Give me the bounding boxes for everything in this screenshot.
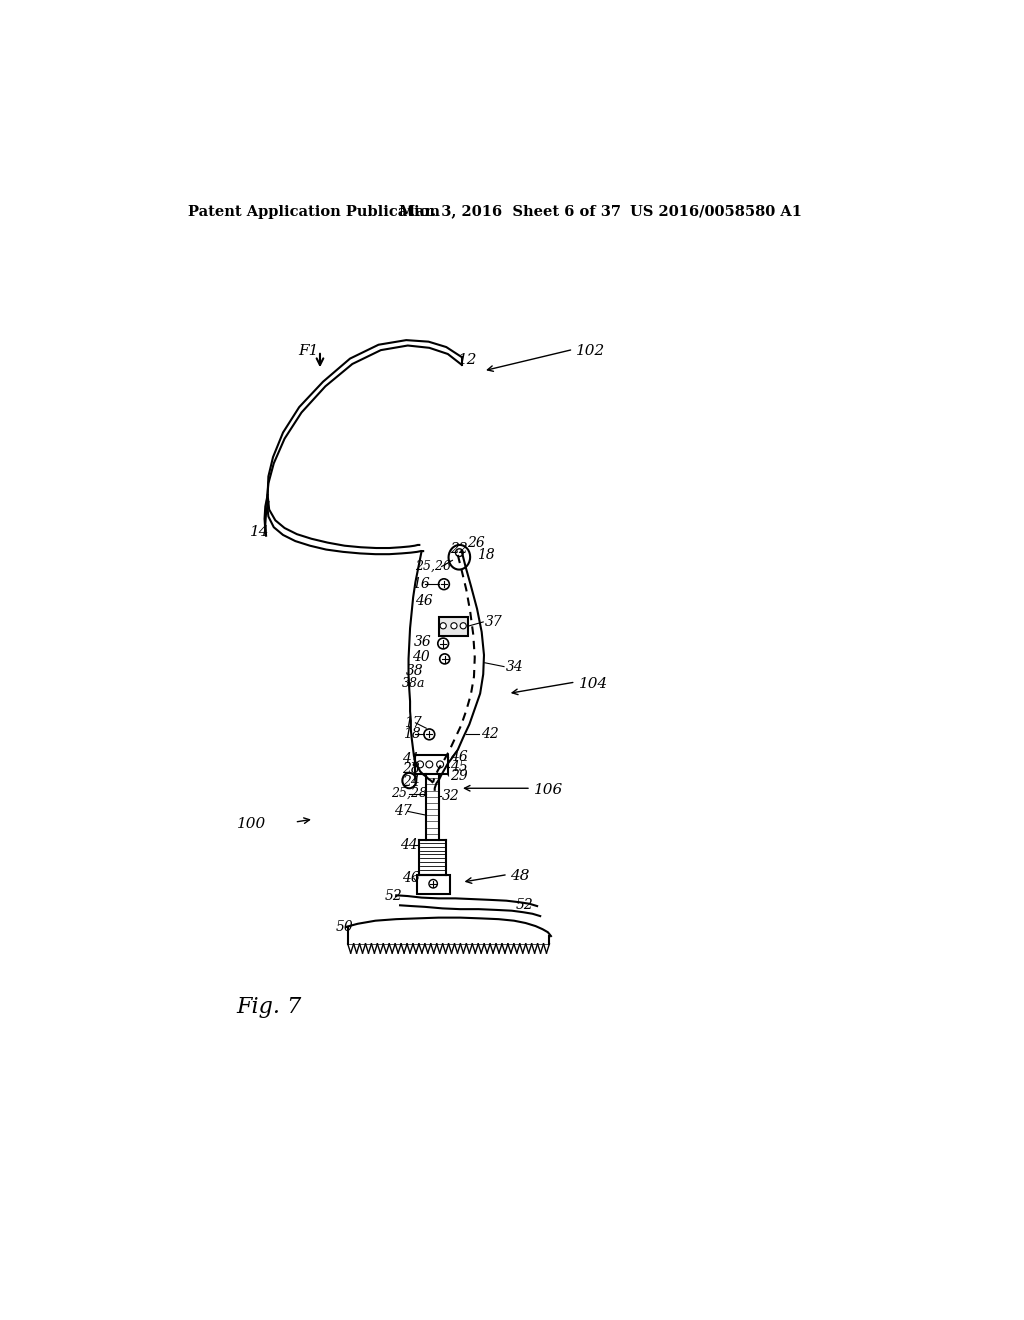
Text: 28: 28 [401,762,420,776]
Text: 36: 36 [414,635,432,649]
Text: 102: 102 [575,345,605,358]
Text: 29: 29 [451,770,468,783]
Text: 48: 48 [510,869,529,883]
Text: 38a: 38a [401,677,425,690]
Text: 37: 37 [484,615,503,628]
Bar [416,755,447,775]
FancyBboxPatch shape [438,616,468,636]
Text: 104: 104 [579,677,608,692]
Text: 46: 46 [416,594,433,609]
Circle shape [417,760,424,768]
Text: 52: 52 [385,890,402,903]
Text: 38: 38 [407,664,424,678]
Text: 17: 17 [403,715,422,730]
Text: 45: 45 [451,760,468,774]
Text: 46: 46 [401,871,420,886]
Text: 32: 32 [441,789,460,803]
Text: 24: 24 [401,775,420,789]
Text: Patent Application Publication: Patent Application Publication [188,205,440,219]
Text: 106: 106 [535,783,563,797]
Text: 100: 100 [237,817,266,832]
Circle shape [439,653,450,664]
Circle shape [429,879,437,888]
Text: F1: F1 [298,345,318,358]
Circle shape [436,760,443,768]
Text: 25,28: 25,28 [391,787,427,800]
Text: 52: 52 [515,899,534,912]
Text: 34: 34 [506,660,523,673]
Text: Mar. 3, 2016  Sheet 6 of 37: Mar. 3, 2016 Sheet 6 of 37 [398,205,621,219]
Text: 42: 42 [481,727,499,742]
Text: 41: 41 [401,752,420,766]
Circle shape [456,549,463,557]
Text: 40: 40 [412,651,429,664]
Circle shape [440,623,446,628]
Text: 46: 46 [451,751,468,764]
Text: 22: 22 [451,541,468,556]
Text: 18: 18 [477,548,495,562]
Text: 12: 12 [458,354,477,367]
Text: 18: 18 [403,727,421,742]
Text: 26: 26 [467,536,484,550]
Text: Fig. 7: Fig. 7 [237,997,302,1018]
Text: 25,26: 25,26 [416,560,452,573]
Circle shape [451,623,457,628]
Circle shape [438,578,450,590]
Text: 47: 47 [394,804,412,818]
Text: 50: 50 [336,920,354,933]
Circle shape [460,623,466,628]
Text: US 2016/0058580 A1: US 2016/0058580 A1 [630,205,802,219]
Text: 16: 16 [412,577,429,591]
Text: 44: 44 [400,838,418,853]
Circle shape [426,760,433,768]
Circle shape [438,638,449,649]
Text: 14: 14 [250,525,269,539]
Circle shape [424,729,435,739]
Bar [417,875,451,894]
